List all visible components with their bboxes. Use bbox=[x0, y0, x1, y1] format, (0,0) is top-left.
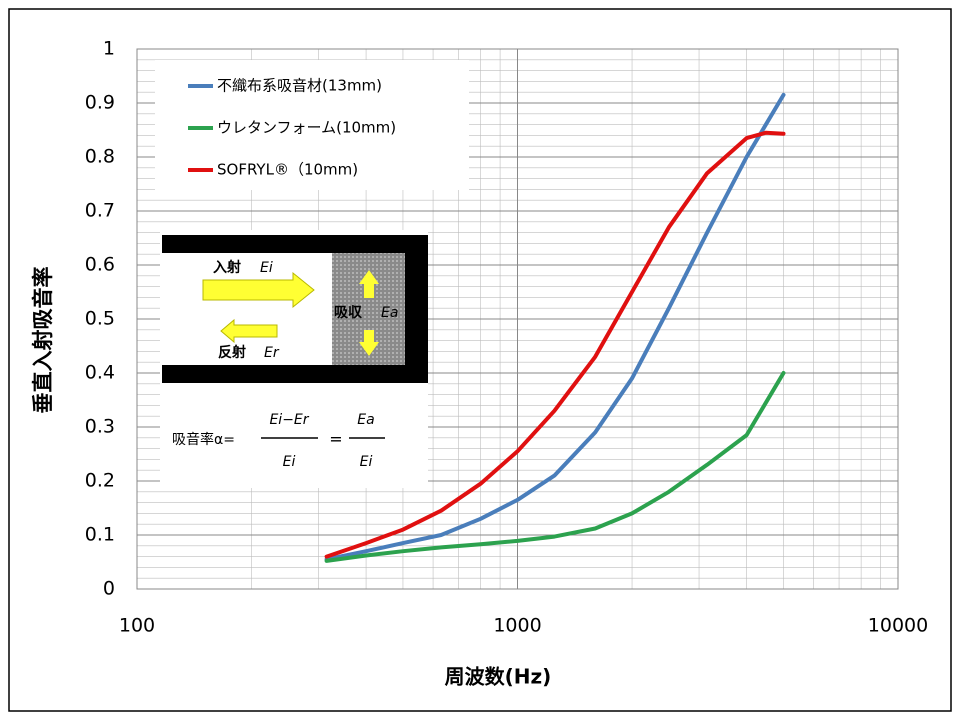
wall bbox=[405, 235, 428, 383]
y-tick-label: 0.8 bbox=[85, 146, 115, 168]
inset: 入射 Ei 反射 Er 吸収 Ea 吸音率α= Ei−Er Ei = Ea Ei bbox=[160, 230, 428, 488]
arrow bbox=[202, 271, 315, 309]
y-tick-label: 0.5 bbox=[85, 308, 115, 330]
wall bbox=[162, 365, 428, 383]
formula: Ei bbox=[283, 454, 296, 470]
y-tick-label: 0.4 bbox=[85, 362, 115, 384]
legend-label: ウレタンフォーム(10mm) bbox=[217, 119, 396, 137]
legend: 不織布系吸音材(13mm) ウレタンフォーム(10mm) SOFRYL®（10mm) bbox=[155, 60, 469, 190]
wall bbox=[162, 235, 428, 253]
x-tick-label: 1000 bbox=[493, 615, 541, 637]
arrow bbox=[359, 330, 379, 356]
x-axis-label: 周波数(Hz) bbox=[445, 665, 552, 689]
frame bbox=[8, 8, 952, 712]
y-tick-label: 0.7 bbox=[85, 200, 115, 222]
series-line bbox=[324, 92, 786, 562]
lines bbox=[324, 92, 786, 563]
y-axis-label: 垂直入射吸音率 bbox=[31, 267, 55, 414]
y-tick-label: 0.9 bbox=[85, 92, 115, 114]
y-tick-label: 0.6 bbox=[85, 254, 115, 276]
inset-text: Ea bbox=[381, 305, 398, 321]
inset-text: 吸収 bbox=[334, 304, 363, 321]
y-tick-label: 0.2 bbox=[85, 470, 115, 492]
arrow bbox=[220, 318, 278, 344]
inset-text: Ei bbox=[260, 260, 273, 276]
formula: Ea bbox=[357, 412, 374, 428]
formula: Ei bbox=[360, 454, 373, 470]
arrow bbox=[359, 270, 379, 298]
y-tick-label: 1 bbox=[103, 38, 115, 60]
y-tick-label: 0.1 bbox=[85, 524, 115, 546]
formula: Ei−Er bbox=[269, 412, 309, 428]
y-tick-label: 0 bbox=[103, 578, 115, 600]
legend-label: SOFRYL®（10mm) bbox=[217, 161, 358, 179]
y-tick-label: 0.3 bbox=[85, 416, 115, 438]
series-line bbox=[324, 371, 786, 563]
inset-text: 反射 bbox=[218, 344, 246, 361]
series-line bbox=[324, 130, 786, 559]
inset-text: 入射 bbox=[213, 259, 241, 276]
formula: = bbox=[329, 430, 342, 449]
inset-text: Er bbox=[264, 345, 280, 361]
formula: 吸音率α= bbox=[172, 431, 235, 448]
x-tick-label: 100 bbox=[119, 615, 155, 637]
legend-label: 不織布系吸音材(13mm) bbox=[217, 77, 382, 95]
plot-border bbox=[136, 48, 899, 590]
x-tick-label: 10000 bbox=[868, 615, 928, 637]
